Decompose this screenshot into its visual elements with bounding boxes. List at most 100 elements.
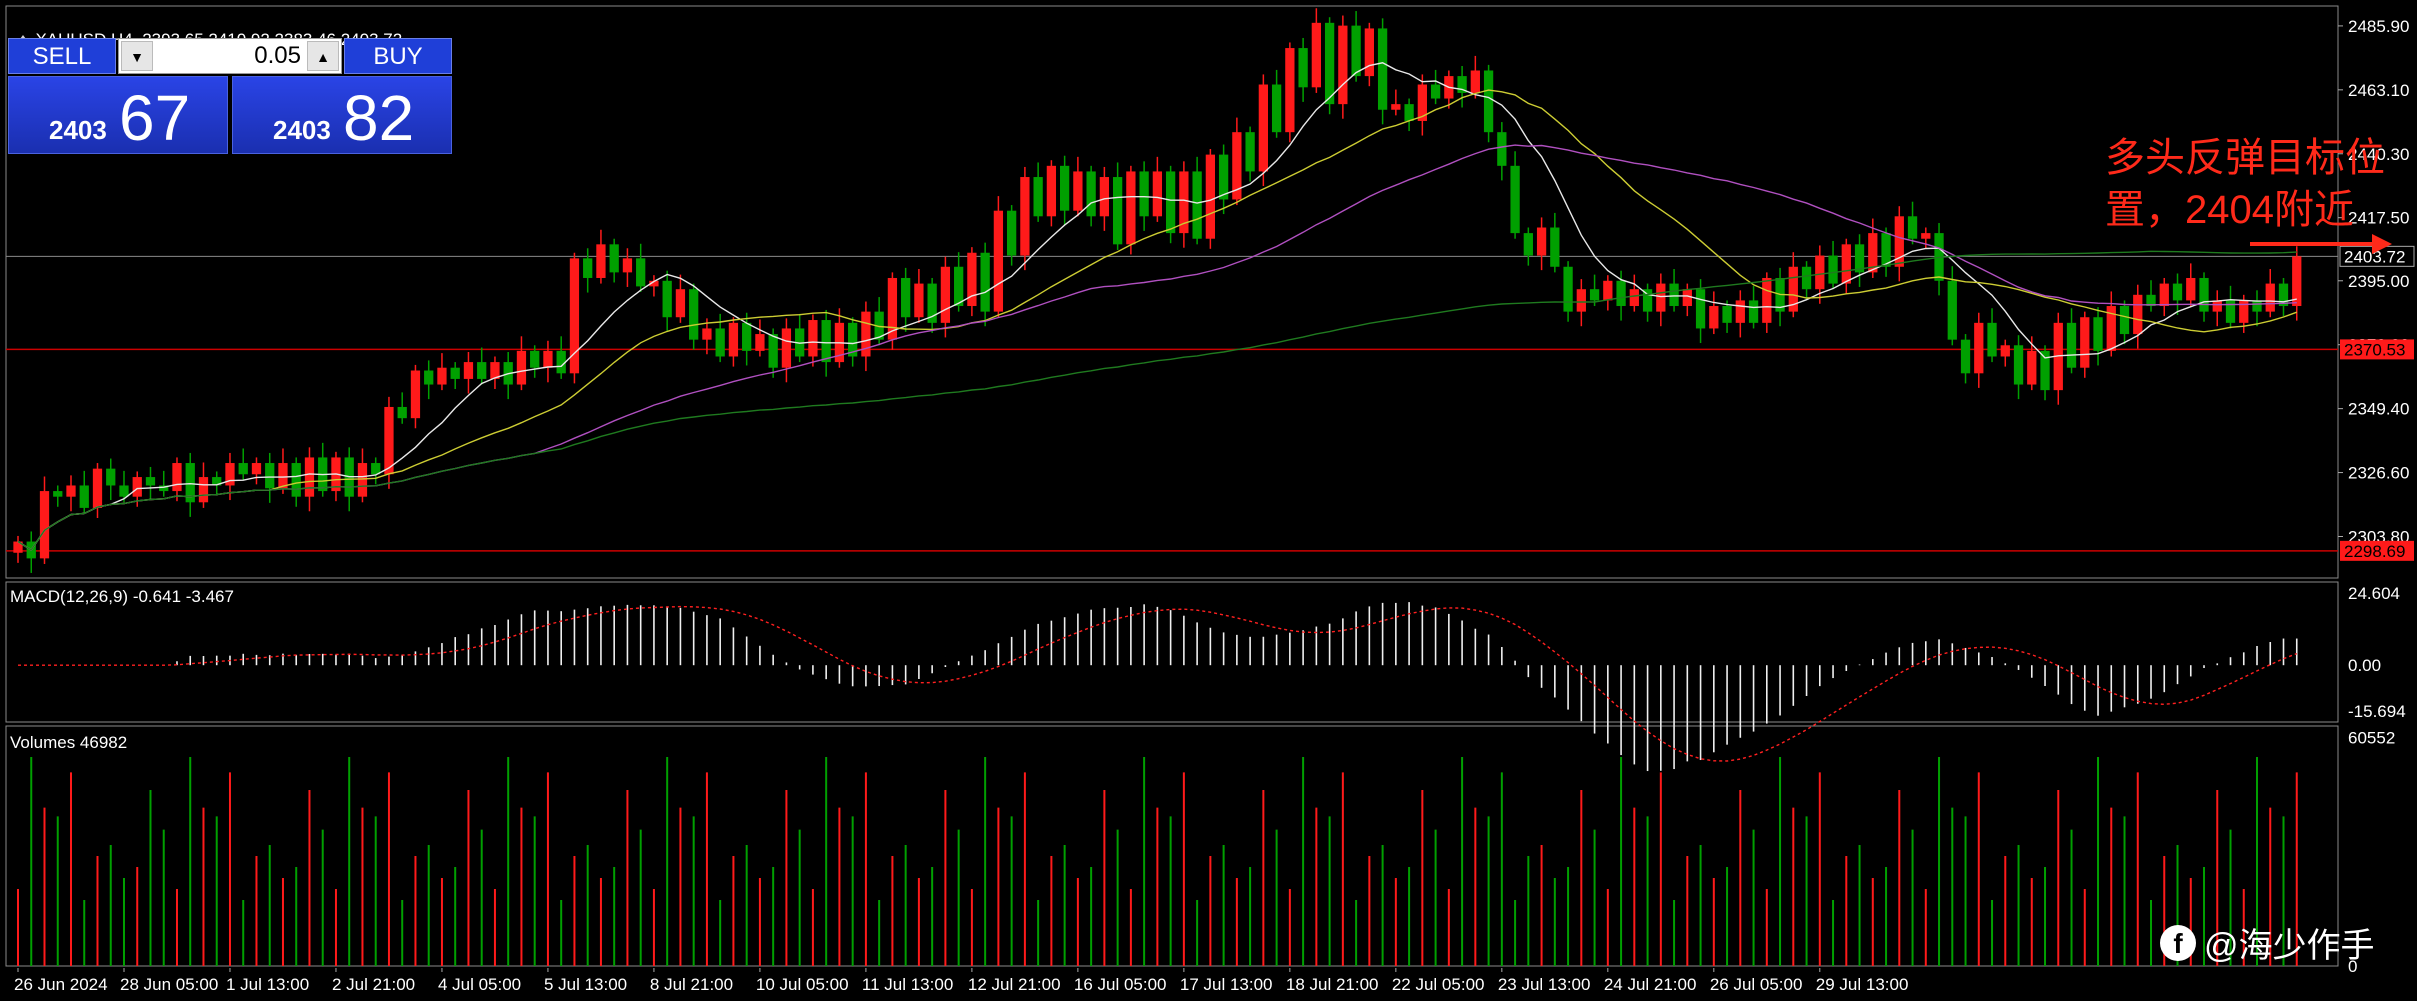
candle-body	[993, 210, 1004, 312]
x-tick-label: 29 Jul 13:00	[1816, 975, 1909, 994]
candle-body	[1841, 244, 1851, 284]
candle-body	[278, 463, 288, 489]
candle-body	[424, 370, 434, 385]
candle-body	[1245, 132, 1255, 172]
lot-size-value[interactable]: 0.05	[254, 42, 301, 69]
lot-size-field[interactable]: ▼ 0.05 ▲	[118, 38, 342, 74]
candle-body	[874, 311, 884, 340]
candle-body	[463, 362, 474, 379]
candle-body	[66, 485, 76, 497]
candle-body	[106, 468, 116, 486]
candle-body	[808, 320, 818, 357]
candle-body	[795, 328, 805, 357]
candle-body	[1801, 266, 1812, 290]
candle-body	[1205, 154, 1216, 239]
candle-body	[861, 311, 871, 357]
buy-price-pips: 82	[343, 82, 415, 154]
lot-decrease-icon[interactable]: ▼	[121, 41, 153, 71]
candle-body	[2000, 345, 2010, 357]
candle-body	[1139, 171, 1149, 217]
sell-button[interactable]: SELL	[8, 38, 116, 74]
candle-body	[1033, 177, 1043, 217]
buy-button[interactable]: BUY	[344, 38, 452, 74]
candle-body	[1656, 283, 1666, 312]
candle-body	[1921, 233, 1931, 239]
buy-price-button[interactable]: 2403 82	[232, 76, 452, 154]
candle-body	[2040, 350, 2050, 391]
candle-body	[2119, 306, 2130, 335]
candle-body	[530, 350, 540, 368]
candle-body	[225, 463, 235, 486]
candle-body	[2278, 283, 2289, 307]
ma-long-line	[17, 250, 2297, 551]
candle-body	[132, 477, 142, 497]
candle-body	[2066, 322, 2077, 368]
candle-body	[1470, 70, 1480, 93]
candle-body	[1828, 255, 1838, 284]
candle-body	[1364, 28, 1374, 77]
candle-body	[1894, 216, 1904, 267]
candle-body	[1391, 104, 1401, 110]
candle-body	[583, 258, 593, 278]
candle-body	[1020, 177, 1030, 256]
candle-body	[781, 328, 792, 368]
candle-body	[437, 367, 447, 385]
candle-body	[1351, 25, 1361, 77]
x-tick-label: 11 Jul 13:00	[862, 975, 953, 994]
candle-body	[927, 283, 937, 323]
candle-body	[185, 463, 195, 503]
candle-body	[1815, 255, 1825, 290]
macd-tick-label: 0.00	[2348, 656, 2381, 675]
candle-body	[2239, 300, 2249, 323]
candle-body	[490, 362, 500, 379]
candle-body	[596, 244, 606, 278]
candle-body	[940, 266, 951, 323]
candle-body	[2159, 283, 2169, 307]
x-tick-label: 23 Jul 13:00	[1498, 975, 1591, 994]
candle-body	[1987, 322, 1997, 357]
x-tick-label: 5 Jul 13:00	[544, 975, 627, 994]
candle-body	[1695, 289, 1706, 329]
candle-body	[2212, 300, 2222, 312]
candle-body	[384, 406, 394, 475]
candle-body	[92, 468, 103, 508]
candle-body	[1179, 171, 1189, 234]
y-tick-label: 2349.40	[2348, 400, 2409, 419]
candle-body	[728, 322, 739, 357]
x-tick-label: 8 Jul 21:00	[650, 975, 733, 994]
candle-body	[1046, 165, 1057, 217]
candle-body	[1430, 84, 1441, 99]
candle-body	[159, 485, 169, 492]
candle-body	[79, 485, 89, 508]
x-tick-label: 24 Jul 21:00	[1604, 975, 1697, 994]
sell-price-button[interactable]: 2403 67	[8, 76, 228, 154]
candle-body	[53, 491, 63, 497]
volume-tick-label: 60552	[2348, 728, 2395, 747]
annotation-arrowhead	[2372, 234, 2392, 254]
x-tick-label: 2 Jul 21:00	[332, 975, 415, 994]
candle-body	[119, 485, 129, 497]
facebook-icon: f	[2160, 924, 2196, 961]
watermark: f @海少作手	[2160, 918, 2375, 967]
candle-body	[371, 463, 381, 475]
lot-increase-icon[interactable]: ▲	[307, 41, 339, 71]
candle-body	[887, 277, 898, 340]
candle-body	[1324, 22, 1335, 105]
candle-body	[13, 541, 23, 553]
candle-body	[516, 350, 527, 385]
candle-body	[636, 258, 646, 287]
candle-body	[1642, 289, 1653, 312]
candle-body	[1669, 283, 1679, 307]
volume-panel-frame	[5, 725, 2339, 967]
one-click-trading-panel: SELL ▼ 0.05 ▲ BUY 2403 67 2403 82	[8, 38, 452, 154]
candle-body	[1854, 244, 1865, 273]
candle-body	[689, 289, 699, 340]
candle-body	[1682, 289, 1692, 307]
y-tick-label: 2417.50	[2348, 209, 2409, 228]
candle-body	[1285, 48, 1295, 133]
candle-body	[1523, 233, 1533, 256]
candle-body	[609, 244, 619, 273]
level-tag-label: 2298.69	[2344, 542, 2405, 561]
candle-body	[967, 252, 977, 307]
